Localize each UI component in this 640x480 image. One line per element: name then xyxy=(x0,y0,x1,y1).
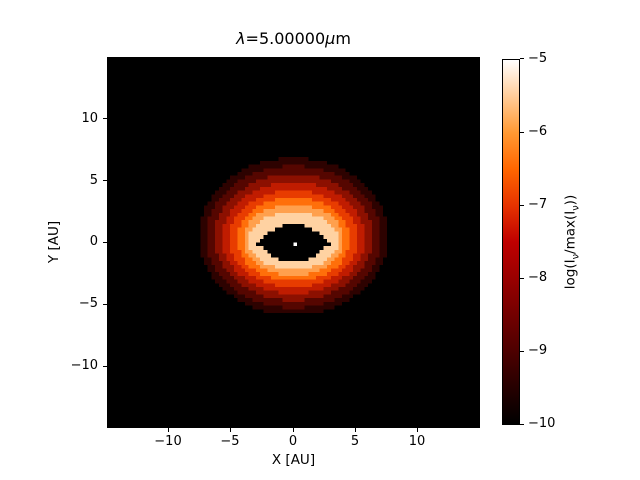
colorbar-tick-label: −10 xyxy=(528,416,556,431)
colorbar-label-nu-subscript: ν xyxy=(570,253,582,260)
y-tick-label: 0 xyxy=(89,234,98,249)
colorbar-tick-mark xyxy=(520,278,524,279)
colorbar-tick-label: −7 xyxy=(528,197,548,212)
title-mu: μ xyxy=(325,29,336,48)
y-tick-label: 5 xyxy=(89,173,98,188)
x-tick-label: 5 xyxy=(350,434,360,449)
y-tick-label: −10 xyxy=(70,358,98,373)
x-tick-label: 10 xyxy=(408,434,426,449)
x-axis-label: X [AU] xyxy=(271,452,316,468)
plot-area xyxy=(107,57,480,428)
y-tick-mark xyxy=(103,242,107,243)
colorbar-tick-mark xyxy=(520,132,524,133)
colorbar-tick-mark xyxy=(520,58,524,59)
colorbar-label-text: )) xyxy=(562,194,579,206)
x-tick-mark xyxy=(230,428,231,432)
plot-title: λ=5.00000μm xyxy=(107,29,480,49)
x-tick-mark xyxy=(293,428,294,432)
y-tick-label: −5 xyxy=(78,296,98,311)
colorbar-label-nu-subscript: ν xyxy=(570,205,582,211)
y-tick-mark xyxy=(103,180,107,181)
x-tick-label: 0 xyxy=(288,434,298,449)
x-tick-label: −5 xyxy=(220,434,240,449)
y-tick-label: 10 xyxy=(81,111,98,126)
x-tick-mark xyxy=(417,428,418,432)
colorbar-tick-label: −9 xyxy=(528,343,548,358)
x-tick-mark xyxy=(355,428,356,432)
title-lambda: λ xyxy=(236,29,246,48)
title-unit: m xyxy=(335,29,351,48)
disk-image xyxy=(107,57,480,428)
title-value: =5.00000 xyxy=(245,29,326,48)
colorbar-tick-mark xyxy=(520,205,524,206)
colorbar-tick-label: −8 xyxy=(528,270,548,285)
colorbar-label-text: log(I xyxy=(562,259,579,290)
colorbar-tick-label: −6 xyxy=(528,124,548,139)
y-tick-mark xyxy=(103,118,107,119)
colorbar-label-text: /max(I xyxy=(562,210,579,254)
colorbar-axis-label: log(Iν/max(Iν)) xyxy=(563,195,582,289)
y-tick-mark xyxy=(103,366,107,367)
x-tick-mark xyxy=(168,428,169,432)
x-tick-label: −10 xyxy=(154,434,182,449)
colorbar-tick-mark xyxy=(520,351,524,352)
colorbar-tick-label: −5 xyxy=(528,51,548,66)
y-axis-label: Y [AU] xyxy=(46,220,62,264)
y-tick-mark xyxy=(103,304,107,305)
colorbar xyxy=(502,59,520,425)
colorbar-tick-mark xyxy=(520,424,524,425)
